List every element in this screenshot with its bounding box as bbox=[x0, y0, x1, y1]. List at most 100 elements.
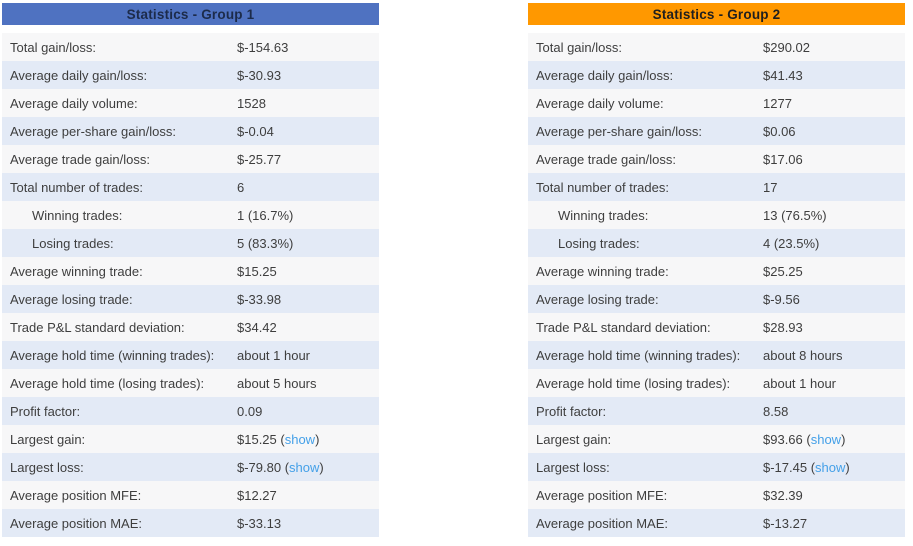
row-value: about 1 hour bbox=[763, 376, 905, 391]
row-label: Average position MFE: bbox=[536, 487, 668, 503]
row-value: $34.42 bbox=[237, 320, 379, 335]
table-header: Statistics - Group 2 bbox=[528, 3, 905, 25]
table-row: Profit factor: 8.58 bbox=[528, 397, 905, 425]
row-value-text: about 1 hour bbox=[237, 347, 311, 363]
table-row: Average winning trade: $25.25 bbox=[528, 257, 905, 285]
row-value: 13 (76.5%) bbox=[763, 208, 905, 223]
table-row: Average per-share gain/loss: $0.06 bbox=[528, 117, 905, 145]
table-row: Winning trades: 13 (76.5%) bbox=[528, 201, 905, 229]
row-value: $12.27 bbox=[237, 488, 379, 503]
row-value-text: $-154.63 bbox=[237, 39, 289, 55]
row-label: Average hold time (losing trades): bbox=[536, 375, 731, 391]
row-value-text: $-79.80 bbox=[237, 459, 282, 475]
row-value: $-9.56 bbox=[763, 292, 905, 307]
table-row: Trade P&L standard deviation: $34.42 bbox=[2, 313, 379, 341]
table-row: Average trade gain/loss: $17.06 bbox=[528, 145, 905, 173]
table-row: Average daily gain/loss: $41.43 bbox=[528, 61, 905, 89]
row-label: Average daily gain/loss: bbox=[536, 67, 674, 83]
table-row: Average hold time (winning trades): abou… bbox=[2, 341, 379, 369]
row-label: Average hold time (winning trades): bbox=[10, 347, 215, 363]
row-label: Losing trades: bbox=[32, 235, 114, 251]
table-row: Winning trades: 1 (16.7%) bbox=[2, 201, 379, 229]
row-value-text: $93.66 bbox=[763, 431, 803, 447]
row-value-text: $32.39 bbox=[763, 487, 803, 503]
table-title: Statistics - Group 1 bbox=[126, 6, 255, 22]
table-header: Statistics - Group 1 bbox=[2, 3, 379, 25]
table-row: Average losing trade: $-9.56 bbox=[528, 285, 905, 313]
row-label: Average position MAE: bbox=[536, 515, 668, 531]
table-row: Average daily volume: 1277 bbox=[528, 89, 905, 117]
row-value: 1 (16.7%) bbox=[237, 208, 379, 223]
row-value-text: $-30.93 bbox=[237, 67, 282, 83]
row-label: Average trade gain/loss: bbox=[536, 151, 676, 167]
show-link[interactable]: show bbox=[810, 431, 842, 447]
row-value: $28.93 bbox=[763, 320, 905, 335]
table-row: Total gain/loss: $290.02 bbox=[528, 33, 905, 61]
row-value: $-33.98 bbox=[237, 292, 379, 307]
table-rows: Total gain/loss: $-154.63 Average daily … bbox=[2, 33, 379, 537]
row-value: $-13.27 bbox=[763, 516, 905, 531]
table-row: Average hold time (losing trades): about… bbox=[528, 369, 905, 397]
table-row: Average losing trade: $-33.98 bbox=[2, 285, 379, 313]
row-value-text: $34.42 bbox=[237, 319, 277, 335]
row-value-text: $15.25 bbox=[237, 263, 277, 279]
row-value: $-154.63 bbox=[237, 40, 379, 55]
table-row: Average daily volume: 1528 bbox=[2, 89, 379, 117]
row-value: about 5 hours bbox=[237, 376, 379, 391]
row-label: Average trade gain/loss: bbox=[10, 151, 150, 167]
table-row: Average hold time (winning trades): abou… bbox=[528, 341, 905, 369]
row-value: $32.39 bbox=[763, 488, 905, 503]
table-row: Largest gain: $15.25 (show) bbox=[2, 425, 379, 453]
row-label: Largest loss: bbox=[536, 459, 610, 475]
row-label: Average losing trade: bbox=[536, 291, 659, 307]
row-value: 6 bbox=[237, 180, 379, 195]
row-label: Average hold time (winning trades): bbox=[536, 347, 741, 363]
row-value: $0.06 bbox=[763, 124, 905, 139]
row-value-text: $-25.77 bbox=[237, 151, 282, 167]
row-value-text: $15.25 bbox=[237, 431, 277, 447]
table-rows: Total gain/loss: $290.02 Average daily g… bbox=[528, 33, 905, 537]
row-label: Average per-share gain/loss: bbox=[536, 123, 702, 139]
row-label: Average daily volume: bbox=[10, 95, 138, 111]
row-label: Largest gain: bbox=[10, 431, 86, 447]
row-label: Losing trades: bbox=[558, 235, 640, 251]
table-row: Total number of trades: 17 bbox=[528, 173, 905, 201]
show-link[interactable]: show bbox=[284, 431, 316, 447]
table-row: Profit factor: 0.09 bbox=[2, 397, 379, 425]
row-value: 8.58 bbox=[763, 404, 905, 419]
row-value: $93.66 (show) bbox=[763, 432, 905, 447]
table-row: Average trade gain/loss: $-25.77 bbox=[2, 145, 379, 173]
table-row: Average position MAE: $-33.13 bbox=[2, 509, 379, 537]
table-row: Losing trades: 5 (83.3%) bbox=[2, 229, 379, 257]
row-value: $15.25 (show) bbox=[237, 432, 379, 447]
row-label: Total gain/loss: bbox=[536, 39, 622, 55]
row-label: Average losing trade: bbox=[10, 291, 133, 307]
row-label: Average winning trade: bbox=[536, 263, 669, 279]
show-link[interactable]: show bbox=[289, 459, 320, 475]
table-row: Average daily gain/loss: $-30.93 bbox=[2, 61, 379, 89]
table-title: Statistics - Group 2 bbox=[652, 6, 781, 22]
table-row: Average winning trade: $15.25 bbox=[2, 257, 379, 285]
row-label: Largest loss: bbox=[10, 459, 84, 475]
row-value-text: $28.93 bbox=[763, 319, 803, 335]
row-value: $290.02 bbox=[763, 40, 905, 55]
table-row: Trade P&L standard deviation: $28.93 bbox=[528, 313, 905, 341]
row-value: 1528 bbox=[237, 96, 379, 111]
row-label: Average position MFE: bbox=[10, 487, 142, 503]
row-value: $-79.80 (show) bbox=[237, 460, 379, 475]
row-value-text: $-33.98 bbox=[237, 291, 282, 307]
table-row: Largest loss: $-79.80 (show) bbox=[2, 453, 379, 481]
table-row: Average position MAE: $-13.27 bbox=[528, 509, 905, 537]
show-link[interactable]: show bbox=[815, 459, 846, 475]
row-label: Average winning trade: bbox=[10, 263, 143, 279]
row-value-text: $-17.45 bbox=[763, 459, 808, 475]
row-value-text: about 5 hours bbox=[237, 375, 317, 391]
table-row: Average position MFE: $32.39 bbox=[528, 481, 905, 509]
row-value: $41.43 bbox=[763, 68, 905, 83]
row-label: Profit factor: bbox=[10, 403, 81, 419]
row-value-text: 1 (16.7%) bbox=[237, 207, 294, 223]
table-row: Average per-share gain/loss: $-0.04 bbox=[2, 117, 379, 145]
row-label: Largest gain: bbox=[536, 431, 612, 447]
row-label: Trade P&L standard deviation: bbox=[536, 319, 711, 335]
